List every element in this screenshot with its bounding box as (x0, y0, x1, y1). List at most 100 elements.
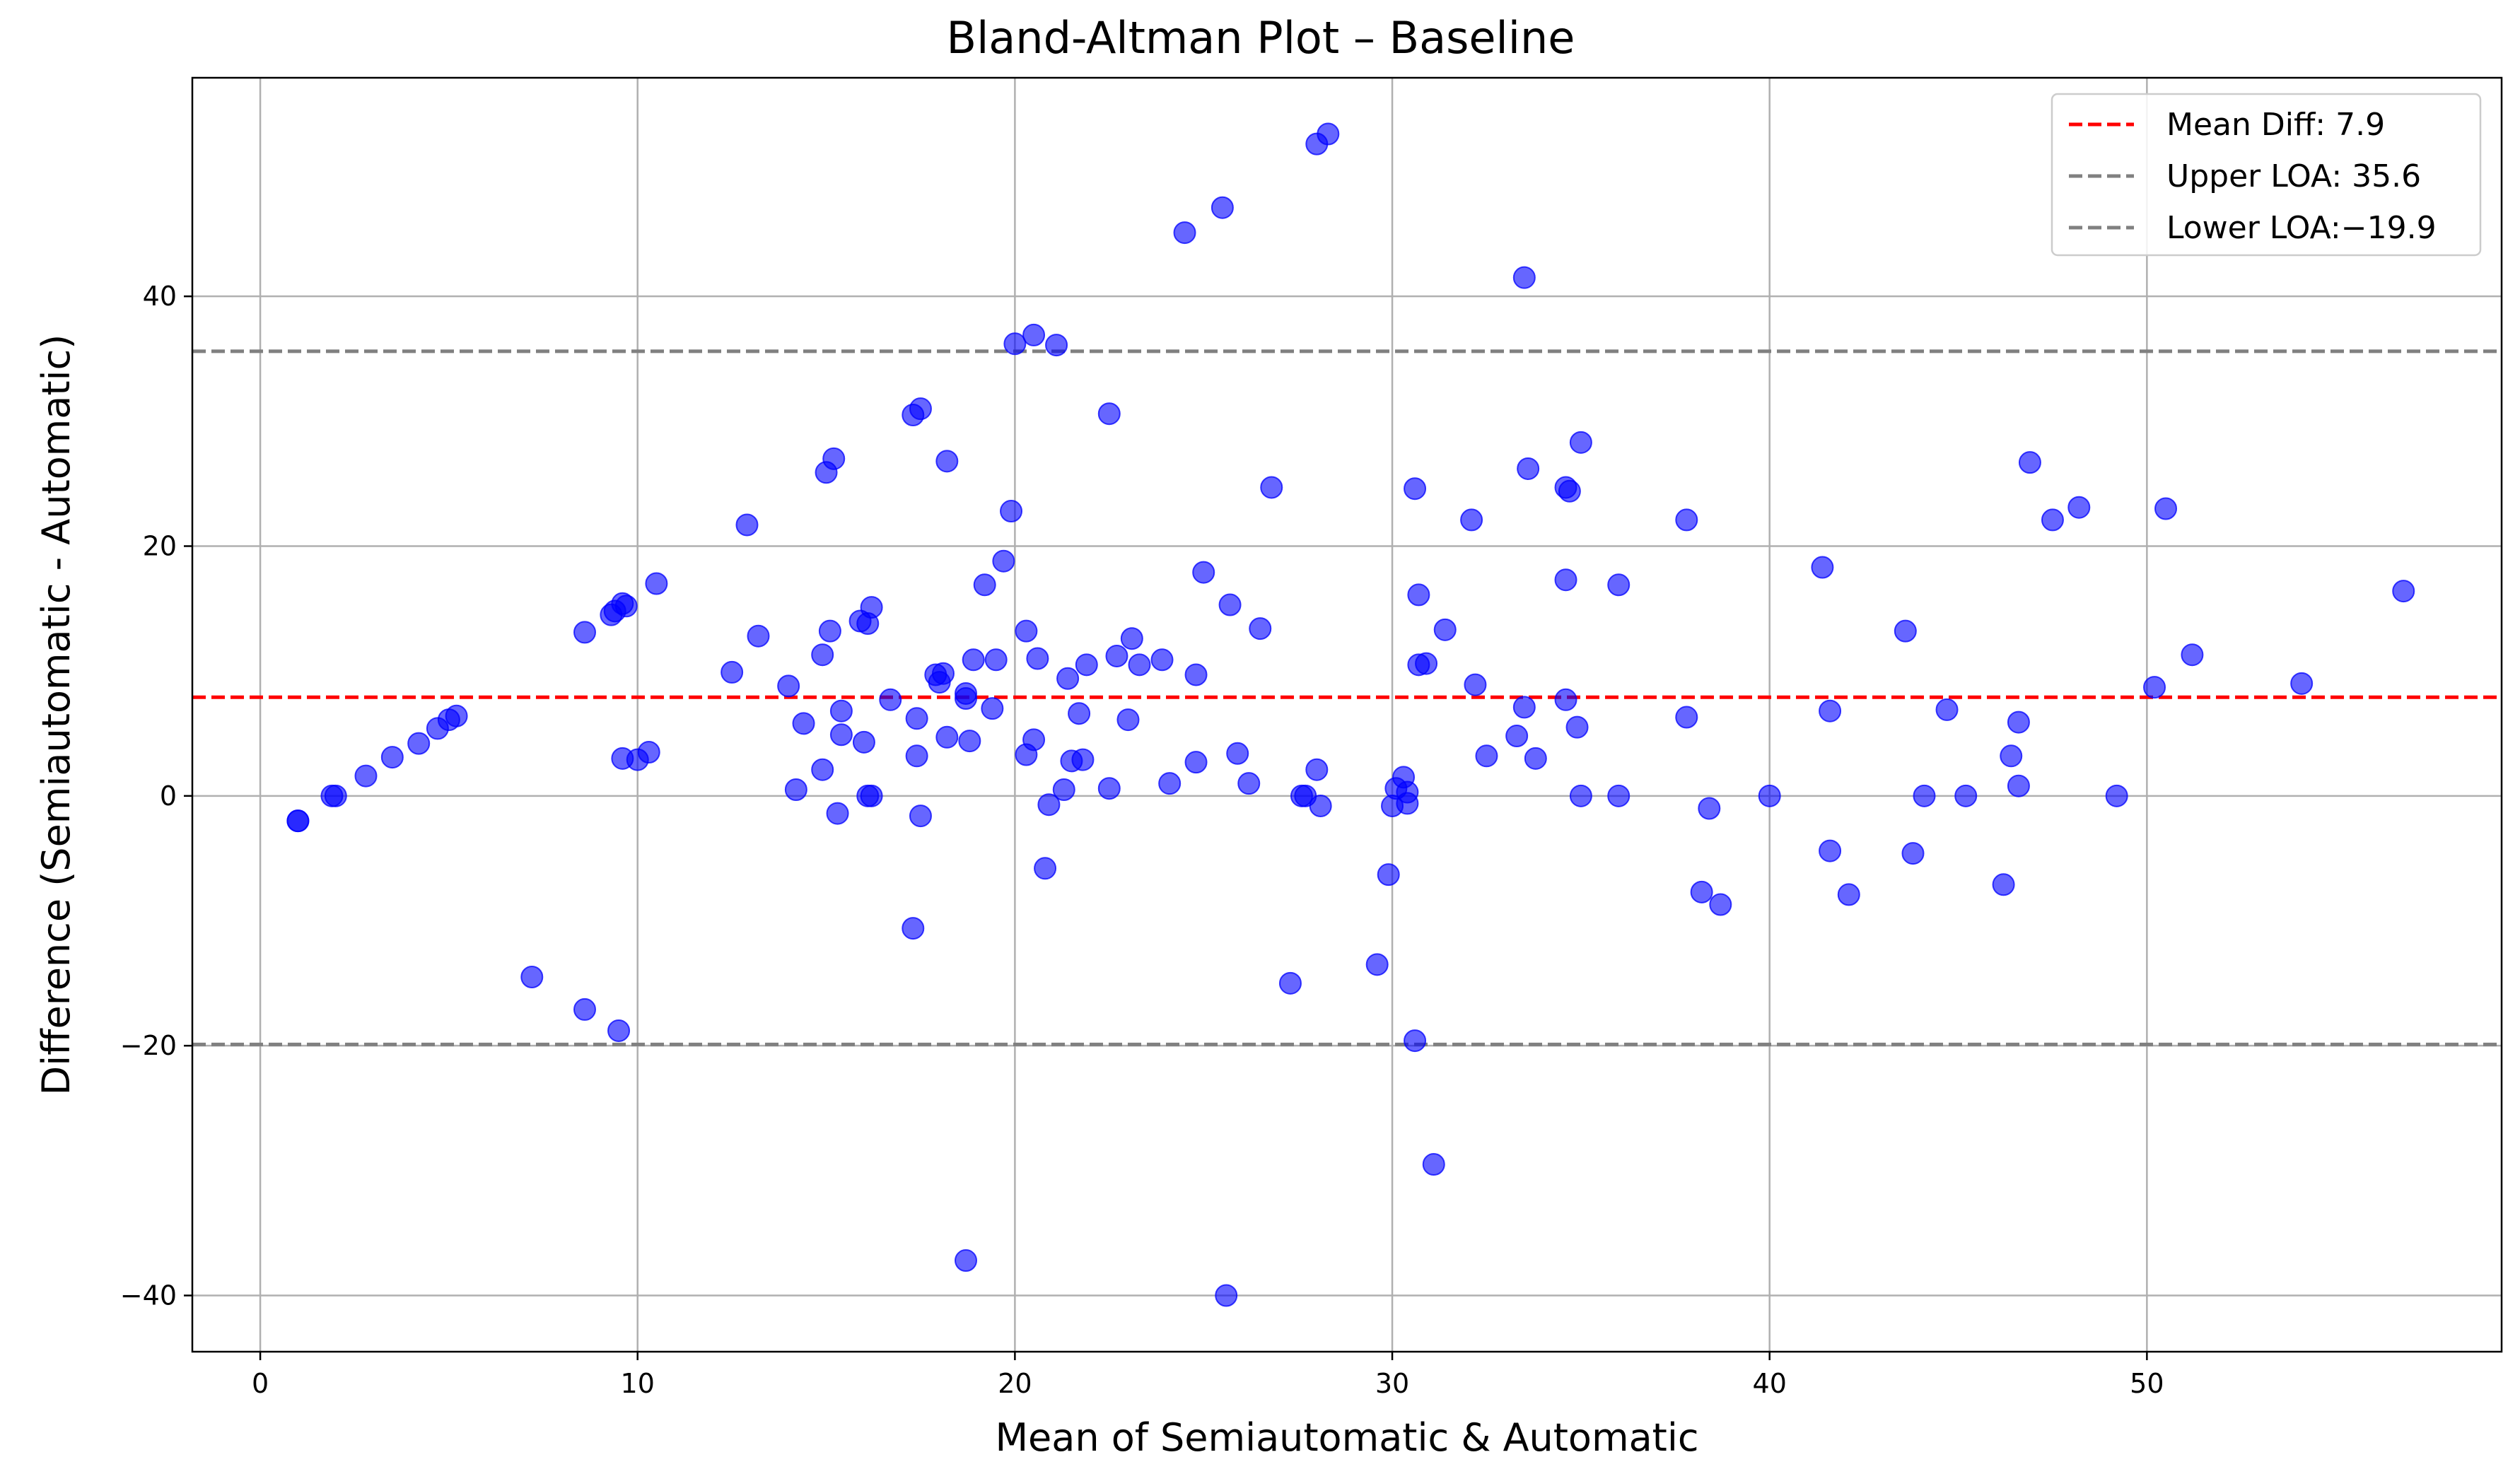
data-point (747, 624, 770, 648)
x-axis-label: Mean of Semiautomatic & Automatic (995, 1415, 1698, 1460)
data-point (822, 447, 846, 470)
data-point (905, 707, 928, 730)
data-point (1396, 780, 1419, 804)
data-point (1260, 476, 1283, 499)
data-point (905, 744, 928, 768)
data-point (445, 704, 468, 727)
data-point (354, 764, 378, 788)
data-point (1811, 556, 1834, 579)
legend-label-mean: Mean Diff: 7.9 (2166, 107, 2385, 143)
x-axis-ticks: 0 10 20 30 40 50 (252, 1352, 2164, 1399)
y-tick-label: 0 (160, 780, 177, 812)
data-point (852, 730, 875, 754)
data-point (1128, 653, 1151, 677)
data-point (1003, 332, 1027, 356)
data-point (1554, 688, 1577, 711)
data-point (1116, 708, 1140, 732)
data-point (1309, 794, 1332, 817)
data-point (735, 513, 759, 537)
data-point (645, 572, 668, 595)
data-point (1512, 696, 1536, 719)
data-point (935, 450, 959, 473)
data-point (286, 809, 310, 833)
x-tick-label: 40 (1753, 1368, 1787, 1399)
data-point (984, 648, 1008, 672)
data-point (909, 397, 932, 421)
legend-label-lower-loa: Lower LOA:−19.9 (2166, 210, 2437, 246)
data-point (955, 1249, 978, 1273)
y-tick-label: 40 (143, 281, 177, 312)
data-point (1045, 334, 1068, 357)
data-point (1211, 196, 1234, 219)
data-point (607, 1019, 631, 1042)
data-point (1819, 699, 1842, 723)
data-point (1460, 508, 1483, 532)
data-point (1913, 784, 1936, 807)
data-point (992, 549, 1015, 573)
data-point (879, 688, 902, 711)
legend-label-upper-loa: Upper LOA: 35.6 (2166, 158, 2421, 194)
data-point (1607, 573, 1631, 597)
y-tick-label: −20 (120, 1030, 177, 1061)
data-point (2290, 672, 2314, 695)
reference-lines (192, 349, 2502, 1046)
data-point (860, 596, 883, 619)
data-point (1675, 508, 1698, 532)
data-point (1184, 751, 1208, 774)
data-point (955, 687, 978, 710)
legend-box (2051, 93, 2482, 257)
data-point (1935, 698, 1959, 721)
data-point (1709, 893, 1732, 916)
data-point (2007, 710, 2030, 734)
data-point (973, 573, 996, 597)
data-point (614, 595, 638, 618)
data-point (1105, 644, 1128, 667)
data-point (1569, 784, 1592, 807)
data-point (1173, 221, 1196, 245)
data-point (1758, 784, 1781, 807)
x-tick-label: 0 (252, 1368, 269, 1399)
data-points (286, 122, 2415, 1307)
plot-frame (191, 76, 2503, 1353)
data-point (1022, 323, 1046, 346)
data-point (1433, 618, 1457, 641)
data-point (1056, 667, 1080, 690)
data-point (962, 648, 985, 672)
data-point (1278, 971, 1302, 995)
data-point (826, 802, 849, 825)
data-point (1607, 784, 1631, 807)
data-point (1068, 702, 1091, 725)
data-point (1192, 561, 1215, 584)
data-point (1675, 706, 1698, 729)
data-point (1218, 593, 1242, 616)
data-point (1837, 883, 1860, 906)
data-point (1422, 1153, 1445, 1176)
data-point (1365, 953, 1389, 976)
data-point (1415, 652, 1438, 675)
data-point (1034, 857, 1057, 880)
data-point (1158, 772, 1182, 795)
y-axis-label: Difference (Semiautomatic - Automatic) (34, 334, 78, 1096)
data-point (829, 699, 853, 723)
data-point (721, 660, 744, 684)
data-point (931, 662, 955, 685)
x-tick-label: 20 (998, 1368, 1032, 1399)
data-point (1215, 1284, 1238, 1307)
data-point (1237, 772, 1261, 795)
y-tick-label: 20 (143, 531, 177, 562)
data-point (637, 741, 660, 764)
data-point (2067, 496, 2091, 519)
data-point (1404, 1029, 1427, 1053)
data-point (1305, 758, 1329, 781)
data-point (958, 730, 981, 753)
data-point (1097, 777, 1121, 800)
data-point (1015, 619, 1038, 643)
data-point (1037, 793, 1061, 817)
data-point (1052, 778, 1075, 801)
chart-title: Bland-Altman Plot – Baseline (947, 12, 1575, 64)
data-point (792, 712, 815, 735)
data-point (909, 805, 932, 828)
data-point (1407, 583, 1430, 607)
data-point (573, 621, 597, 644)
data-point (784, 778, 807, 801)
